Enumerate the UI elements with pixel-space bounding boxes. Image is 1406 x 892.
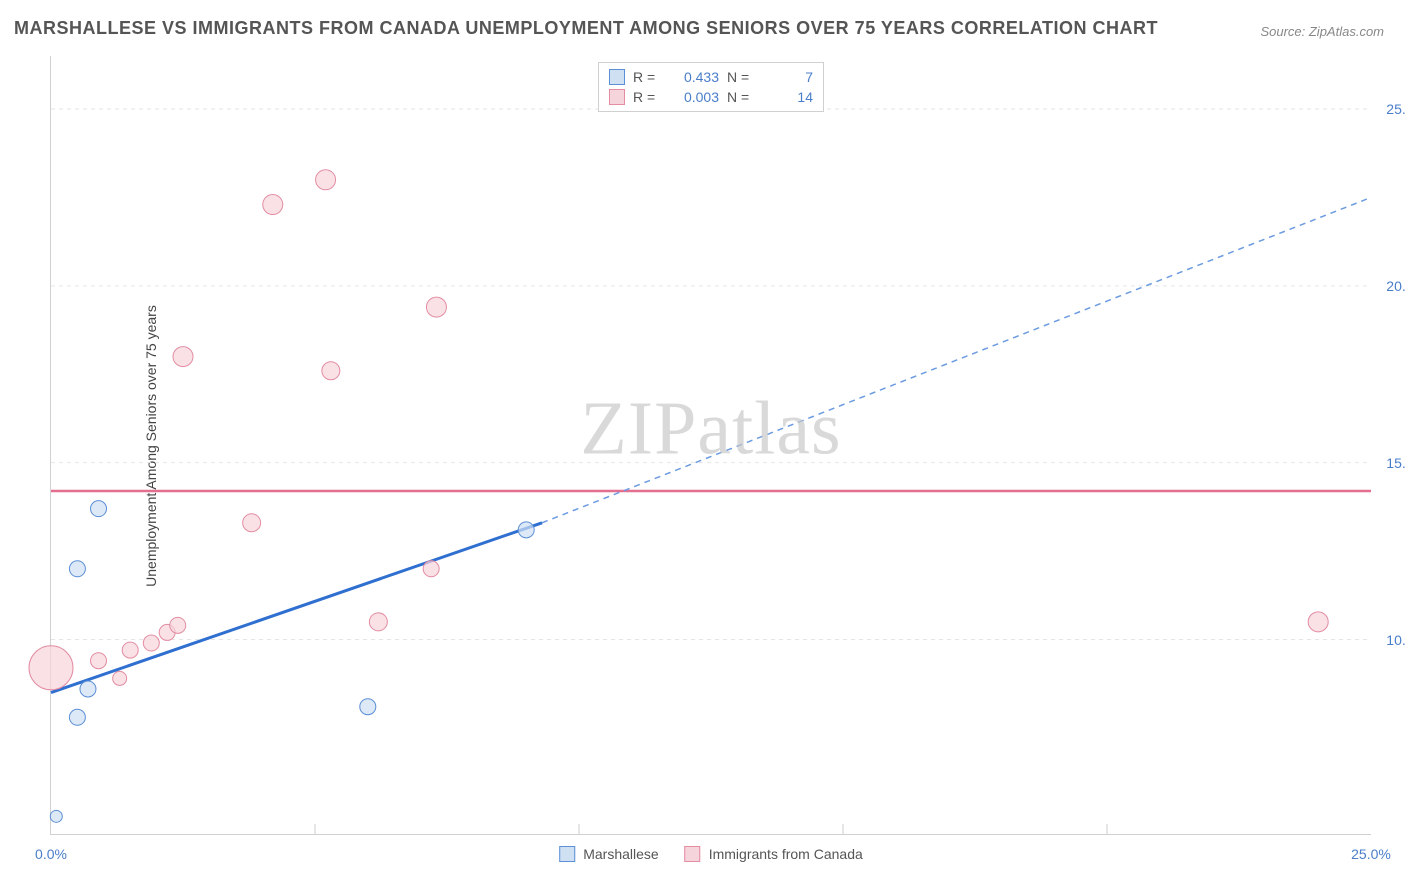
- data-point: [173, 347, 193, 367]
- n-value: 7: [763, 69, 813, 85]
- legend-swatch: [609, 89, 625, 105]
- data-point: [50, 810, 62, 822]
- ytick-label: 10.0%: [1386, 632, 1406, 648]
- legend-item: Immigrants from Canada: [685, 846, 863, 862]
- r-label: R =: [633, 89, 661, 105]
- n-label: N =: [727, 69, 755, 85]
- chart-container: MARSHALLESE VS IMMIGRANTS FROM CANADA UN…: [0, 0, 1406, 892]
- data-point: [29, 646, 73, 690]
- data-point: [263, 195, 283, 215]
- series-legend: Marshallese Immigrants from Canada: [559, 846, 863, 862]
- legend-row: R = 0.433 N = 7: [609, 67, 813, 87]
- data-point: [360, 699, 376, 715]
- legend-label: Marshallese: [583, 846, 658, 862]
- data-point: [316, 170, 336, 190]
- data-point: [423, 561, 439, 577]
- legend-label: Immigrants from Canada: [709, 846, 863, 862]
- data-point: [91, 653, 107, 669]
- plot-area: ZIPatlas R =0.433N =7R =0.003N =14 Marsh…: [50, 56, 1371, 835]
- data-point: [143, 635, 159, 651]
- data-point: [322, 362, 340, 380]
- data-point: [369, 613, 387, 631]
- source-label: Source: ZipAtlas.com: [1260, 24, 1384, 39]
- data-point: [122, 642, 138, 658]
- r-value: 0.433: [669, 69, 719, 85]
- correlation-legend: R = 0.433 N = 7 R = 0.003 N = 14: [598, 62, 824, 112]
- ytick-label: 15.0%: [1386, 455, 1406, 471]
- n-label: N =: [727, 89, 755, 105]
- r-value: 0.003: [669, 89, 719, 105]
- ytick-label: 20.0%: [1386, 278, 1406, 294]
- data-point: [91, 501, 107, 517]
- plot-svg: [51, 56, 1371, 834]
- legend-row: R = 0.003 N = 14: [609, 87, 813, 107]
- data-point: [170, 617, 186, 633]
- data-point: [80, 681, 96, 697]
- legend-item: Marshallese: [559, 846, 658, 862]
- xtick-label: 25.0%: [1351, 846, 1391, 862]
- chart-title: MARSHALLESE VS IMMIGRANTS FROM CANADA UN…: [14, 18, 1158, 39]
- data-point: [243, 514, 261, 532]
- n-value: 14: [763, 89, 813, 105]
- ytick-label: 25.0%: [1386, 101, 1406, 117]
- data-point: [1308, 612, 1328, 632]
- data-point: [518, 522, 534, 538]
- data-point: [69, 561, 85, 577]
- r-label: R =: [633, 69, 661, 85]
- data-point: [113, 671, 127, 685]
- xtick-label: 0.0%: [35, 846, 67, 862]
- data-point: [69, 709, 85, 725]
- legend-swatch: [559, 846, 575, 862]
- legend-swatch: [609, 69, 625, 85]
- legend-swatch: [685, 846, 701, 862]
- data-point: [426, 297, 446, 317]
